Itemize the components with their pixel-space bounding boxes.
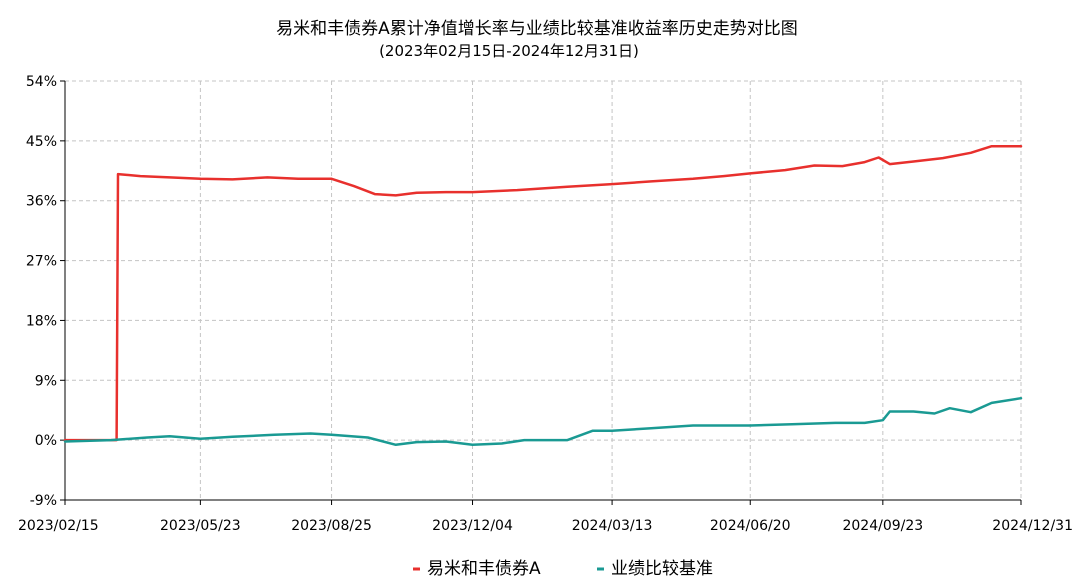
legend-label-1: 易米和丰债券A [427, 559, 541, 579]
legend-label-2: 业绩比较基准 [611, 559, 713, 579]
x-tick-label: 2024/09/23 [842, 518, 923, 534]
series-lines [63, 144, 1023, 447]
series-line-2 [63, 396, 1023, 447]
y-tick-label: 36% [26, 194, 57, 210]
y-tick-label: 18% [26, 313, 57, 329]
chart-subtitle: (2023年02月15日-2024年12月31日) [379, 42, 639, 60]
x-tick-label: 2024/03/13 [572, 518, 653, 534]
y-tick-label: 27% [26, 254, 57, 270]
y-tick-label: 45% [26, 134, 57, 150]
x-tick-label: 2023/02/15 [18, 518, 99, 534]
x-tick-label: 2023/12/04 [432, 518, 513, 534]
legend: 易米和丰债券A 业绩比较基准 [413, 559, 713, 579]
y-tick-label: 0% [35, 433, 57, 449]
x-tick-label: 2023/05/23 [160, 518, 241, 534]
x-tick-label: 2023/08/25 [291, 518, 372, 534]
series-line-1 [63, 144, 1023, 442]
y-tick-label: -9% [30, 493, 57, 509]
y-tick-label: 54% [26, 74, 57, 90]
y-tick-label: 9% [35, 373, 57, 389]
x-tick-label: 2024/06/20 [710, 518, 791, 534]
x-tick-label: 2024/12/31 [992, 518, 1073, 534]
chart-title: 易米和丰债券A累计净值增长率与业绩比较基准收益率历史走势对比图 [276, 19, 798, 39]
axes: -9% 0% 9% 18% 27% 36% 45% 54% 2023/02/15 2023/05/… [18, 74, 1073, 534]
